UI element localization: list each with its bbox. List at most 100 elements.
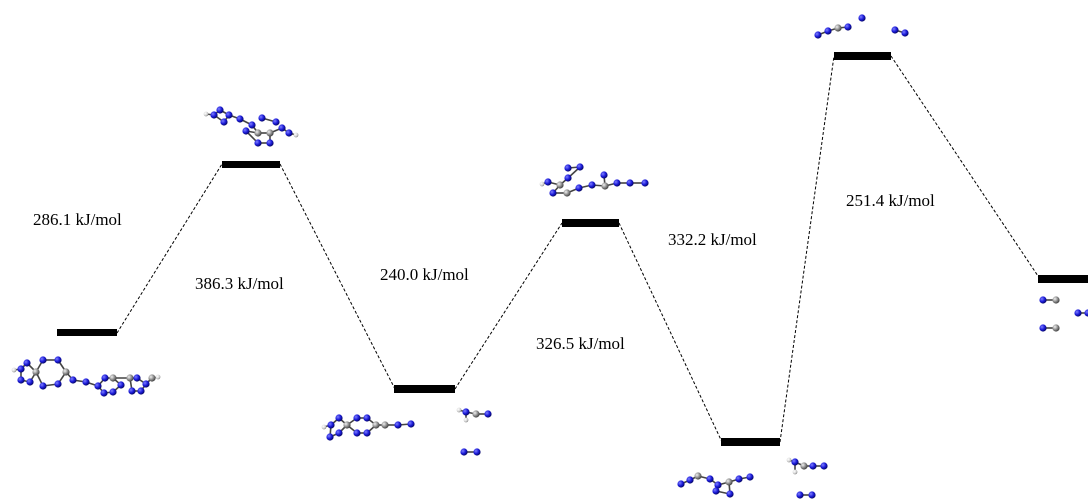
- nitrogen-atom: [394, 421, 402, 429]
- nitrogen-atom: [714, 481, 722, 489]
- nitrogen-atom: [335, 429, 343, 437]
- nitrogen-atom: [23, 359, 31, 367]
- nitrogen-atom: [363, 414, 371, 422]
- nitrogen-atom: [814, 31, 822, 39]
- nitrogen-atom: [39, 356, 47, 364]
- nitrogen-atom: [735, 475, 743, 483]
- molecule-int2-c: [796, 491, 816, 499]
- level-ts3: [834, 52, 891, 60]
- connector-ts3-product: [890, 55, 1041, 280]
- nitrogen-atom: [462, 408, 470, 416]
- hydrogen-atom: [792, 469, 798, 475]
- nitrogen-atom: [242, 127, 250, 135]
- nitrogen-atom: [225, 111, 233, 119]
- energy-levels: [57, 52, 1088, 446]
- nitrogen-atom: [844, 23, 852, 31]
- nitrogen-atom: [142, 380, 150, 388]
- nitrogen-atom: [100, 389, 108, 397]
- nitrogen-atom: [248, 121, 256, 129]
- molecule-int2-b: [786, 457, 828, 475]
- nitrogen-atom: [94, 382, 102, 390]
- nitrogen-atom: [54, 380, 62, 388]
- molecule-int1-a: [321, 414, 415, 441]
- nitrogen-atom: [858, 14, 866, 22]
- nitrogen-atom: [641, 179, 649, 187]
- nitrogen-atom: [236, 115, 244, 123]
- nitrogen-atom: [407, 420, 415, 428]
- nitrogen-atom: [808, 491, 816, 499]
- nitrogen-atom: [746, 473, 754, 481]
- nitrogen-atom: [327, 421, 335, 429]
- carbon-atom: [556, 181, 564, 189]
- hydrogen-atom: [155, 374, 161, 380]
- level-ts2: [562, 219, 619, 227]
- carbon-atom: [62, 368, 70, 376]
- nitrogen-atom: [544, 178, 552, 186]
- hydrogen-atom: [293, 132, 299, 138]
- molecule-product-b: [1039, 324, 1060, 332]
- molecule-int1-c: [460, 448, 481, 456]
- nitrogen-atom: [460, 448, 468, 456]
- carbon-atom: [266, 129, 274, 137]
- nitrogen-atom: [272, 118, 280, 126]
- carbon-atom: [148, 374, 156, 382]
- nitrogen-atom: [712, 487, 720, 495]
- hydrogen-atom: [321, 424, 327, 430]
- nitrogen-atom: [326, 433, 334, 441]
- nitrogen-atom: [216, 106, 224, 114]
- carbon-atom: [381, 421, 389, 429]
- molecule-int1-b: [456, 407, 492, 423]
- connector-int1-ts2: [454, 222, 563, 390]
- barrier-labels: 286.1 kJ/mol 386.3 kJ/mol 240.0 kJ/mol 3…: [33, 191, 935, 353]
- nitrogen-atom: [353, 414, 361, 422]
- nitrogen-atom: [353, 429, 361, 437]
- carbon-atom: [800, 462, 808, 470]
- barrier-label: 386.3 kJ/mol: [195, 274, 284, 293]
- barrier-label: 326.5 kJ/mol: [536, 334, 625, 353]
- nitrogen-atom: [686, 476, 694, 484]
- carbon-atom: [32, 368, 40, 376]
- nitrogen-atom: [796, 491, 804, 499]
- nitrogen-atom: [473, 448, 481, 456]
- nitrogen-atom: [109, 388, 117, 396]
- carbon-atom: [725, 478, 733, 486]
- nitrogen-atom: [791, 458, 799, 466]
- connector-ts2-int2: [618, 222, 723, 443]
- carbon-atom: [1052, 324, 1060, 332]
- carbon-atom: [126, 374, 134, 382]
- level-start: [57, 329, 117, 336]
- nitrogen-atom: [220, 118, 228, 126]
- connector-int2-ts3: [779, 55, 835, 443]
- nitrogen-atom: [285, 129, 293, 137]
- hydrogen-atom: [203, 111, 209, 117]
- nitrogen-atom: [1074, 309, 1082, 317]
- level-int2: [721, 438, 780, 446]
- nitrogen-atom: [17, 376, 25, 384]
- nitrogen-atom: [335, 414, 343, 422]
- nitrogen-atom: [613, 179, 621, 187]
- hydrogen-atom: [11, 367, 17, 373]
- nitrogen-atom: [128, 387, 136, 395]
- nitrogen-atom: [484, 410, 492, 418]
- nitrogen-atom: [1084, 309, 1088, 317]
- nitrogen-atom: [69, 376, 77, 384]
- nitrogen-atom: [706, 475, 714, 483]
- carbon-atom: [254, 129, 262, 137]
- carbon-atom: [372, 421, 380, 429]
- molecule-product-a: [1039, 296, 1060, 304]
- carbon-atom: [1052, 296, 1060, 304]
- level-product: [1038, 275, 1088, 283]
- level-int1: [394, 385, 455, 393]
- nitrogen-atom: [726, 490, 734, 498]
- carbon-atom: [694, 472, 702, 480]
- nitrogen-atom: [901, 29, 909, 37]
- carbon-atom: [472, 410, 480, 418]
- nitrogen-atom: [626, 179, 634, 187]
- nitrogen-atom: [278, 124, 286, 132]
- carbon-atom: [834, 24, 842, 32]
- hydrogen-atom: [786, 457, 792, 463]
- nitrogen-atom: [575, 184, 583, 192]
- molecule-ts3: [814, 14, 909, 39]
- hydrogen-atom: [456, 407, 462, 413]
